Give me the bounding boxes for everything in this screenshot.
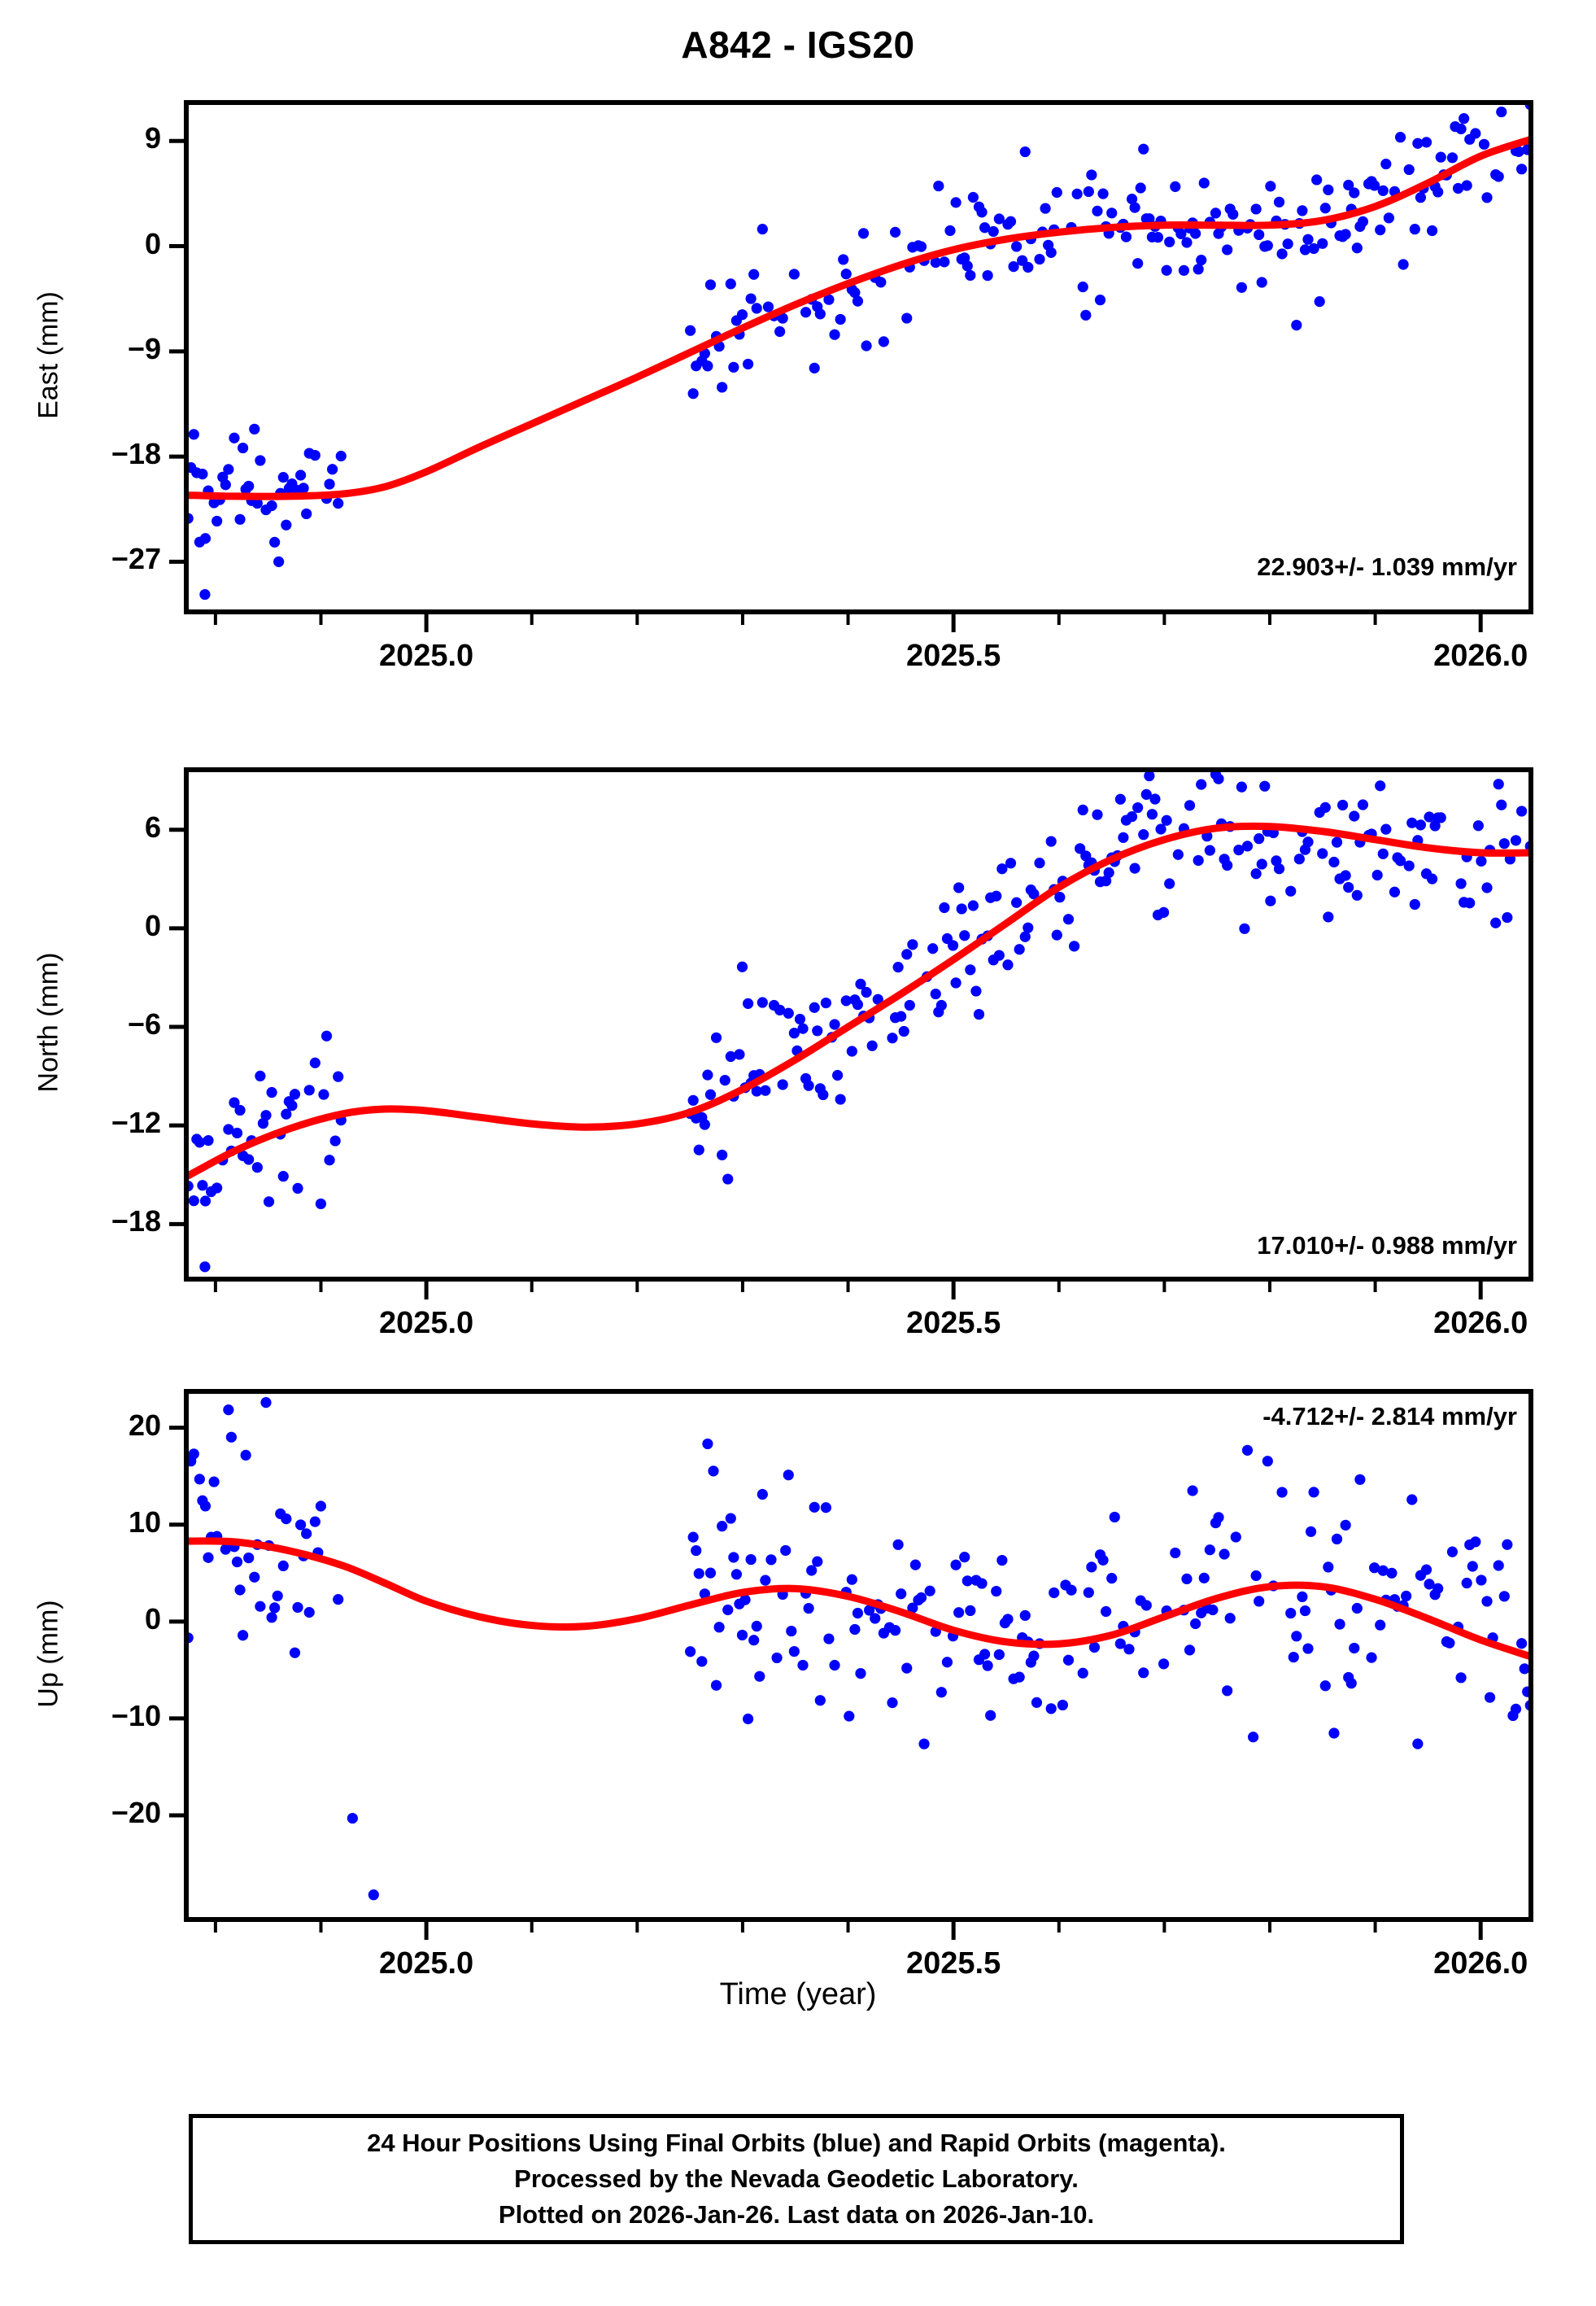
east-ytick-label: 0 xyxy=(144,226,161,260)
east-xtick-label: 2026.0 xyxy=(1433,639,1528,673)
up-ytick-label: 20 xyxy=(128,1408,161,1442)
north-plot-area xyxy=(169,767,1533,1299)
page-title: A842 - IGS20 xyxy=(681,24,915,66)
north-xtick-label: 2026.0 xyxy=(1433,1306,1528,1340)
east-xtick-label: 2025.0 xyxy=(378,639,474,673)
plot-frame xyxy=(184,767,1533,1282)
data-points-group xyxy=(184,769,1533,1273)
plot-frame xyxy=(184,100,1533,614)
x-axis-ticks xyxy=(213,1280,1483,1299)
footer-line-2: Processed by the Nevada Geodetic Laborat… xyxy=(514,2164,1079,2193)
east-ytick-label: −9 xyxy=(127,331,161,365)
north-ytick-label: 0 xyxy=(144,908,161,942)
east-ytick-label: −27 xyxy=(111,542,161,576)
north-ytick-label: 6 xyxy=(144,810,161,844)
north-ytick-label: −12 xyxy=(111,1106,161,1140)
panel-up xyxy=(169,1389,1533,1940)
up-xtick-label: 2026.0 xyxy=(1433,1946,1528,1981)
up-ytick-label: 10 xyxy=(128,1505,161,1539)
fit-curve xyxy=(184,822,1533,1182)
x-axis-ticks xyxy=(213,1920,1483,1940)
footer-note-box: 24 Hour Positions Using Final Orbits (bl… xyxy=(189,2114,1404,2244)
plot-background xyxy=(184,100,1533,614)
north-rate-annotation: 17.010+/- 0.988 mm/yr xyxy=(1257,1231,1517,1260)
east-rate-annotation: 22.903+/- 1.039 mm/yr xyxy=(1257,552,1517,581)
footer-line-3: Plotted on 2026-Jan-26. Last data on 202… xyxy=(498,2200,1095,2229)
panel-north xyxy=(169,767,1533,1299)
up-ytick-label: −10 xyxy=(111,1698,161,1732)
up-ytick-label: 0 xyxy=(144,1601,161,1636)
up-plot-area xyxy=(169,1389,1533,1940)
fit-curve xyxy=(184,134,1533,500)
north-xtick-label: 2025.0 xyxy=(378,1306,474,1340)
east-ytick-label: −18 xyxy=(111,437,161,471)
y-axis-ticks xyxy=(169,138,185,564)
north-ytick-label: −18 xyxy=(111,1204,161,1238)
north-xtick-label: 2025.5 xyxy=(906,1306,1001,1340)
up-ytick-label: −20 xyxy=(111,1796,161,1829)
east-xtick-label: 2025.5 xyxy=(906,639,1001,673)
x-axis-ticks xyxy=(213,613,1483,632)
footer-line-1: 24 Hour Positions Using Final Orbits (bl… xyxy=(367,2128,1226,2157)
east-plot-area xyxy=(169,100,1533,632)
y-axis-ticks xyxy=(169,828,185,1226)
north-ytick-label: −6 xyxy=(127,1007,161,1042)
y-axis-ticks xyxy=(169,1426,185,1818)
plot-frame xyxy=(184,1389,1533,1922)
plot-background xyxy=(184,1389,1533,1922)
up-xtick-label: 2025.5 xyxy=(906,1946,1001,1981)
panel-east xyxy=(169,100,1533,632)
up-xtick-label: 2025.0 xyxy=(378,1946,474,1981)
east-ytick-label: 9 xyxy=(144,121,161,155)
data-points-group xyxy=(184,100,1533,601)
x-axis-label: Time (year) xyxy=(719,1977,877,2011)
fit-curve xyxy=(184,1537,1533,1662)
up-rate-annotation: -4.712+/- 2.814 mm/yr xyxy=(1262,1402,1517,1430)
